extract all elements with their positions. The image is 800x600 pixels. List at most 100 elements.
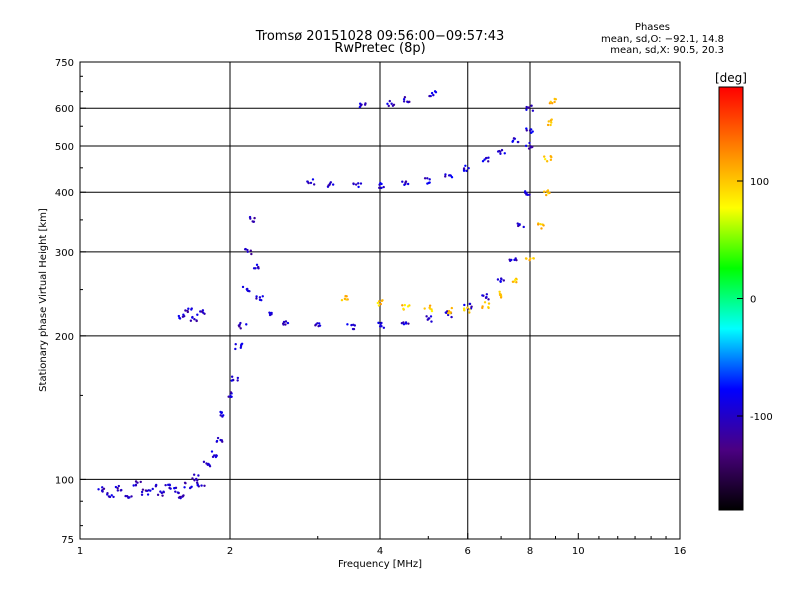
data-point [444, 173, 447, 176]
data-point [428, 307, 432, 310]
data-point [258, 296, 262, 299]
data-point [487, 160, 490, 163]
data-point [510, 258, 513, 262]
data-point [529, 128, 533, 131]
data-point [525, 257, 528, 260]
data-point [540, 227, 543, 230]
data-point [530, 131, 533, 134]
data-point [531, 145, 534, 149]
data-point [196, 478, 199, 482]
data-point [498, 290, 501, 294]
data-point [522, 225, 525, 229]
data-point [543, 155, 546, 158]
data-point [498, 292, 502, 296]
data-point [234, 347, 237, 351]
data-point [134, 480, 138, 483]
data-point [467, 167, 470, 170]
data-point [110, 494, 113, 497]
data-point [176, 491, 180, 494]
y-tick-label: 500 [55, 142, 74, 153]
data-point [483, 301, 487, 304]
x-tick-label: 6 [465, 546, 471, 557]
data-point [168, 486, 171, 490]
data-point [230, 395, 233, 399]
data-point [515, 258, 518, 262]
y-tick-label: 100 [55, 475, 74, 486]
data-point [350, 323, 353, 327]
data-point [386, 102, 389, 106]
data-point [379, 181, 382, 185]
y-axis-ticks: 75 100 200 300 400 500 600 750 [55, 58, 86, 546]
data-point [429, 315, 433, 318]
data-point [255, 297, 258, 300]
data-point [539, 222, 542, 226]
data-point [542, 224, 545, 227]
data-point [230, 375, 234, 378]
data-point [151, 487, 154, 491]
data-point [376, 301, 380, 305]
data-point [352, 327, 356, 331]
data-point [173, 486, 176, 490]
data-point [404, 322, 408, 325]
data-point [423, 177, 427, 180]
data-point [174, 490, 177, 493]
data-point [156, 493, 160, 497]
data-point [432, 93, 435, 97]
data-point [220, 411, 224, 414]
data-point [553, 100, 556, 104]
data-points [97, 90, 558, 500]
data-point [286, 321, 290, 325]
data-point [407, 322, 410, 325]
data-point [545, 193, 548, 197]
data-point [252, 267, 256, 270]
data-point [250, 252, 253, 256]
data-point [449, 311, 453, 314]
data-point [149, 489, 152, 492]
data-point [236, 379, 239, 382]
data-point [481, 294, 484, 297]
data-point [360, 103, 363, 106]
data-point [426, 182, 429, 185]
data-point [193, 318, 196, 321]
data-point [536, 223, 540, 226]
data-point [357, 185, 360, 189]
data-point [211, 455, 215, 459]
data-point [248, 290, 251, 293]
data-point [260, 298, 263, 302]
data-point [528, 258, 531, 262]
data-point [354, 183, 358, 186]
data-point [427, 317, 430, 320]
data-point [240, 342, 244, 345]
data-point [318, 322, 321, 325]
data-point [428, 304, 432, 307]
data-point [382, 185, 385, 189]
data-point [116, 487, 119, 490]
x-tick-label: 4 [377, 546, 383, 557]
data-point [187, 307, 190, 310]
colorbar-label: [deg] [715, 71, 747, 85]
data-point [513, 258, 516, 262]
data-point [530, 104, 533, 107]
data-point [502, 279, 506, 282]
data-point [181, 315, 185, 319]
data-point [542, 190, 546, 193]
data-point [183, 486, 186, 489]
data-point [215, 439, 219, 443]
data-point [430, 91, 434, 95]
data-point [549, 158, 553, 162]
data-point [352, 182, 355, 185]
data-point [377, 321, 380, 325]
data-point [249, 217, 252, 220]
data-point [406, 305, 410, 308]
data-point [239, 321, 242, 325]
data-point [196, 313, 199, 316]
data-point [514, 278, 517, 282]
data-point [402, 307, 405, 311]
data-point [448, 174, 452, 177]
x-axis-label: Frequency [MHz] [338, 559, 422, 570]
data-point [380, 186, 383, 190]
data-point [402, 100, 406, 103]
data-point [195, 319, 198, 323]
data-point [220, 439, 224, 442]
data-point [503, 152, 506, 155]
